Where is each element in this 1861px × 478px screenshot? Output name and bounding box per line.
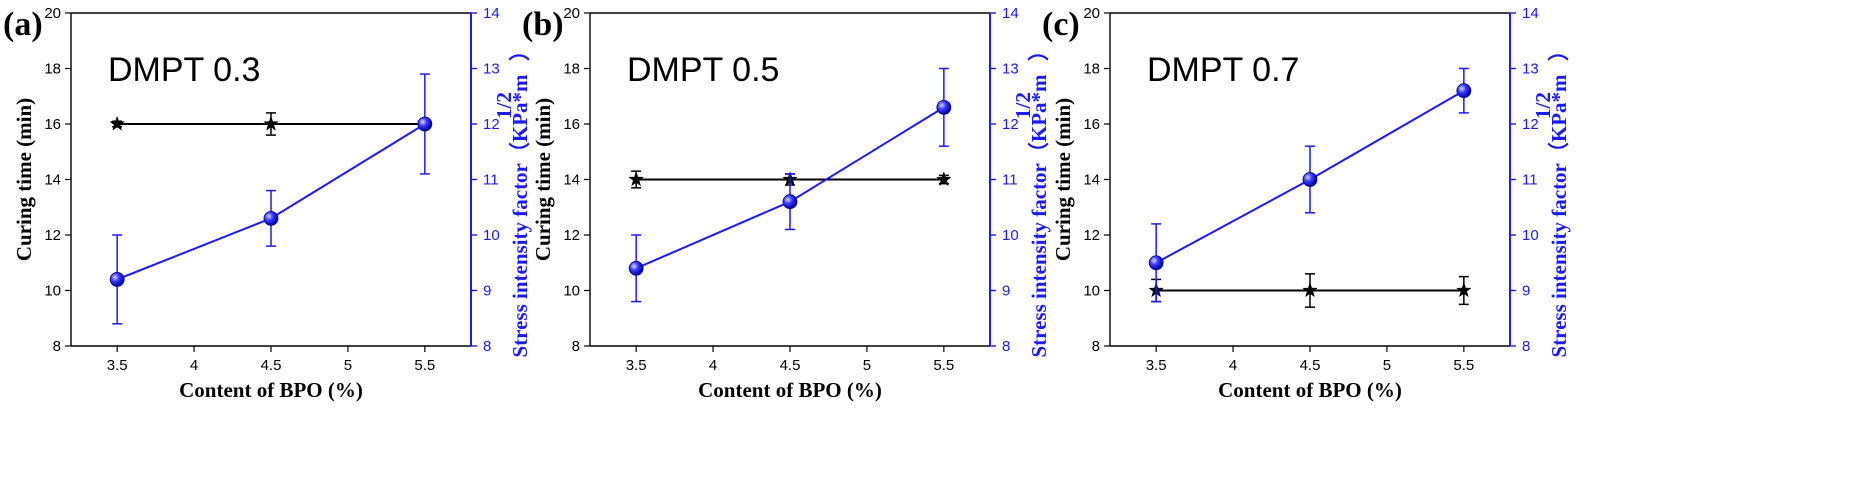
stress-intensity-point [417, 116, 433, 132]
right-y-tick-label: 12 [1002, 116, 1019, 133]
stress-intensity-point [936, 99, 952, 115]
left-y-tick-label: 12 [1083, 227, 1100, 244]
panel-annotation: DMPT 0.3 [108, 51, 260, 89]
right-y-axis-label: Stress intensity factor（KPa*m [1027, 74, 1051, 358]
left-y-tick-label: 10 [563, 283, 580, 300]
x-tick-label: 4.5 [261, 357, 282, 374]
x-axis-label: Content of BPO (%) [698, 378, 882, 402]
panel-annotation: DMPT 0.5 [627, 51, 779, 89]
right-y-axis-label-paren: ） [508, 40, 532, 61]
left-y-tick-label: 12 [563, 227, 580, 244]
left-y-tick-label: 14 [44, 172, 61, 189]
left-y-tick-label: 14 [1083, 172, 1100, 189]
x-tick-label: 3.5 [626, 357, 647, 374]
left-y-tick-label: 18 [1083, 61, 1100, 78]
left-y-tick-label: 10 [1083, 283, 1100, 300]
left-y-tick-label: 20 [563, 5, 580, 22]
right-y-axis-label: Stress intensity factor（KPa*m [508, 74, 532, 358]
x-tick-label: 3.5 [1146, 357, 1167, 374]
left-y-tick-label: 8 [1092, 338, 1100, 355]
right-y-tick-label: 14 [1522, 5, 1539, 22]
right-y-tick-label: 14 [483, 5, 500, 22]
left-y-tick-label: 14 [563, 172, 580, 189]
right-y-tick-label: 12 [1522, 116, 1539, 133]
curing-time-point [628, 171, 645, 187]
x-tick-label: 4 [709, 357, 717, 374]
left-y-tick-label: 8 [572, 338, 580, 355]
x-tick-label: 4 [1229, 357, 1237, 374]
left-y-tick-label: 20 [1083, 5, 1100, 22]
right-y-tick-label: 8 [483, 338, 491, 355]
x-tick-label: 5 [344, 357, 352, 374]
left-y-tick-label: 16 [1083, 116, 1100, 133]
right-y-axis-label-paren: ） [1547, 40, 1571, 61]
panel-label: (b) [522, 6, 564, 43]
right-y-tick-label: 13 [1002, 61, 1019, 78]
x-tick-label: 5 [1383, 357, 1391, 374]
right-y-axis-label-superscript: 1/2 [492, 92, 516, 119]
right-y-tick-label: 14 [1002, 5, 1019, 22]
left-y-tick-label: 18 [44, 61, 61, 78]
x-tick-label: 5.5 [1453, 357, 1474, 374]
curing-time-point [263, 115, 279, 131]
right-y-axis-label-paren: ） [1027, 40, 1051, 61]
right-y-tick-label: 8 [1522, 338, 1530, 355]
left-y-tick-label: 8 [53, 338, 61, 355]
curing-time-point [935, 171, 952, 187]
panel-annotation: DMPT 0.7 [1147, 51, 1299, 89]
right-y-tick-label: 9 [483, 283, 491, 300]
right-y-tick-label: 11 [1002, 172, 1018, 189]
right-y-tick-label: 10 [483, 227, 500, 244]
left-y-axis-label: Curing time (min) [12, 98, 36, 261]
chart-panel-b: 3.5 4 4.5 5 5.5 8 10 12 14 16 18 20 8 9 10 11 12 13 14 (b) D… [522, 5, 1051, 402]
right-y-axis-label: Stress intensity factor（KPa*m [1547, 74, 1571, 358]
right-y-tick-label: 9 [1522, 283, 1530, 300]
x-tick-label: 4.5 [1300, 357, 1321, 374]
right-y-tick-label: 12 [483, 116, 500, 133]
x-tick-label: 4.5 [780, 357, 801, 374]
x-tick-label: 5.5 [414, 357, 435, 374]
right-y-tick-label: 10 [1002, 227, 1019, 244]
x-tick-label: 5 [863, 357, 871, 374]
right-y-tick-label: 8 [1002, 338, 1010, 355]
stress-intensity-point [263, 210, 279, 226]
stress-intensity-point [782, 194, 798, 210]
x-tick-label: 5.5 [933, 357, 954, 374]
right-y-tick-label: 13 [483, 61, 500, 78]
left-y-tick-label: 16 [563, 116, 580, 133]
left-y-tick-label: 16 [44, 116, 61, 133]
right-y-tick-label: 10 [1522, 227, 1539, 244]
stress-intensity-point [1302, 172, 1318, 187]
right-y-tick-label: 11 [483, 172, 499, 189]
right-y-tick-label: 9 [1002, 283, 1010, 300]
x-axis-label: Content of BPO (%) [1218, 378, 1402, 402]
chart-panel-a: 3.5 4 4.5 5 5.5 8 10 12 14 16 18 20 8 9 10 11 12 13 14 (a) D… [3, 5, 532, 402]
left-y-axis-label: Curing time (min) [531, 98, 555, 261]
x-tick-label: 3.5 [107, 357, 128, 374]
stress-intensity-point [628, 260, 644, 276]
right-y-tick-label: 13 [1522, 61, 1539, 78]
left-y-axis-label: Curing time (min) [1051, 98, 1075, 261]
stress-intensity-point [109, 271, 125, 287]
curing-time-point [109, 115, 126, 131]
stress-intensity-point [1456, 83, 1472, 99]
left-y-tick-label: 18 [563, 61, 580, 78]
stress-intensity-point [1148, 255, 1164, 271]
right-y-tick-label: 11 [1522, 172, 1538, 189]
left-y-tick-label: 12 [44, 227, 61, 244]
right-y-axis-label-superscript: 1/2 [1531, 92, 1555, 119]
chart-panel-c: 3.5 4 4.5 5 5.5 8 10 12 14 16 18 20 8 9 10 11 12 13 14 (c) D… [1042, 5, 1571, 402]
left-y-tick-label: 20 [44, 5, 61, 22]
panel-label: (c) [1042, 6, 1080, 43]
x-axis-label: Content of BPO (%) [179, 378, 363, 402]
curing-time-point [1455, 282, 1472, 298]
x-tick-label: 4 [190, 357, 198, 374]
right-y-axis-label-superscript: 1/2 [1011, 92, 1035, 119]
left-y-tick-label: 10 [44, 283, 61, 300]
curing-time-point [1302, 282, 1318, 298]
panel-label: (a) [3, 6, 43, 43]
